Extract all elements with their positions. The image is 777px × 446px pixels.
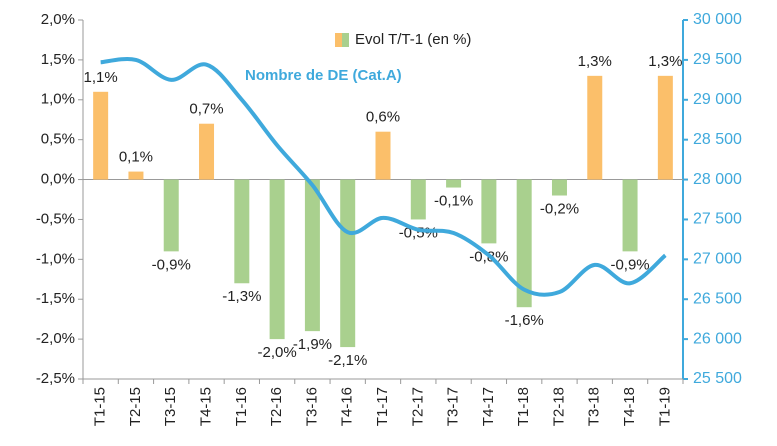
- data-label: 1,1%: [84, 69, 118, 86]
- data-label: 1,3%: [648, 53, 682, 70]
- legend-label: Evol T/T-1 (en %): [355, 31, 471, 48]
- y-tick-label: 0,0%: [41, 171, 75, 188]
- x-tick-label: T3-18: [586, 387, 603, 426]
- y-tick-label: 2,0%: [41, 11, 75, 28]
- bar: [410, 179, 426, 220]
- data-label: -0,9%: [610, 256, 649, 273]
- y2-tick-label: 30 000: [693, 11, 742, 28]
- data-label: -0,2%: [540, 200, 579, 217]
- y-tick-label: -2,5%: [36, 370, 75, 387]
- x-tick-label: T2-18: [550, 387, 567, 426]
- x-tick-label: T3-15: [162, 387, 179, 426]
- y2-tick-label: 25 500: [693, 370, 742, 387]
- bar: [163, 179, 179, 252]
- data-label: -2,0%: [258, 344, 297, 361]
- x-tick-label: T2-15: [127, 387, 144, 426]
- y-tick-label: -0,5%: [36, 210, 75, 227]
- data-label: -1,9%: [293, 336, 332, 353]
- bar: [340, 179, 356, 348]
- x-tick-label: T1-15: [92, 387, 109, 426]
- y2-tick-label: 28 500: [693, 131, 742, 148]
- x-tick-label: T1-18: [515, 387, 532, 426]
- bar: [269, 179, 285, 340]
- y2-tick-label: 28 000: [693, 171, 742, 188]
- x-tick-label: T4-17: [480, 387, 497, 426]
- line-label: Nombre de DE (Cat.A): [245, 67, 402, 84]
- y2-tick-label: 29 500: [693, 51, 742, 68]
- bar: [657, 75, 673, 180]
- x-tick-label: T2-16: [268, 387, 285, 426]
- bar: [128, 171, 144, 180]
- bar: [199, 123, 215, 180]
- x-tick-label: T4-15: [197, 387, 214, 426]
- y2-tick-label: 29 000: [693, 91, 742, 108]
- y-tick-label: -2,0%: [36, 330, 75, 347]
- y2-tick-label: 27 500: [693, 211, 742, 228]
- x-tick-label: T1-19: [656, 387, 673, 426]
- x-tick-label: T1-16: [233, 387, 250, 426]
- legend-swatch: [335, 33, 342, 47]
- bar: [234, 179, 250, 284]
- x-tick-label: T3-17: [445, 387, 462, 426]
- y-tick-label: -1,5%: [36, 290, 75, 307]
- y2-tick-label: 26 000: [693, 330, 742, 347]
- data-label: -1,3%: [222, 288, 261, 305]
- y2-tick-label: 26 500: [693, 290, 742, 307]
- bar: [516, 179, 532, 308]
- x-tick-label: T3-16: [303, 387, 320, 426]
- y-tick-label: -1,0%: [36, 250, 75, 267]
- y-tick-label: 1,0%: [41, 91, 75, 108]
- x-tick-label: T2-17: [409, 387, 426, 426]
- data-label: -0,9%: [152, 256, 191, 273]
- bar: [551, 179, 567, 196]
- data-label: -0,5%: [399, 224, 438, 241]
- line: [100, 56, 667, 297]
- data-label: -1,6%: [505, 312, 544, 329]
- bar: [587, 75, 603, 180]
- bar: [622, 179, 638, 252]
- y-tick-label: 0,5%: [41, 131, 75, 148]
- data-label: 1,3%: [578, 53, 612, 70]
- data-label: 0,7%: [189, 101, 223, 118]
- bar: [446, 179, 462, 188]
- data-label: 0,6%: [366, 109, 400, 126]
- bar: [481, 179, 497, 244]
- bar: [375, 131, 391, 180]
- y-tick-label: 1,5%: [41, 51, 75, 68]
- x-tick-label: T4-16: [339, 387, 356, 426]
- y2-tick-label: 27 000: [693, 251, 742, 268]
- x-tick-label: T1-17: [374, 387, 391, 426]
- data-label: -0,1%: [434, 193, 473, 210]
- legend-swatch: [342, 33, 349, 47]
- data-label: 0,1%: [119, 149, 153, 166]
- bar: [304, 179, 320, 332]
- x-tick-label: T4-18: [621, 387, 638, 426]
- bar: [93, 91, 109, 180]
- data-label: -2,1%: [328, 352, 367, 369]
